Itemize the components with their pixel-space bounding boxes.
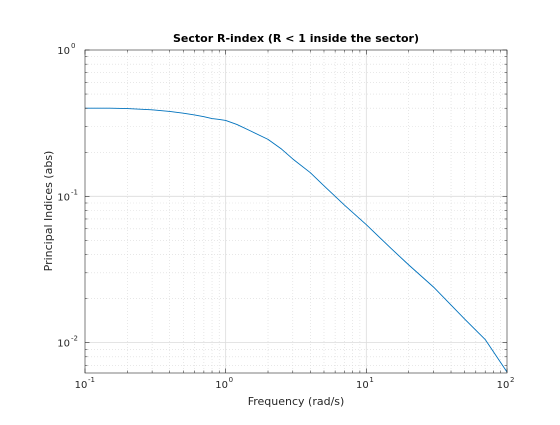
y-tick-label-exponent: 0 xyxy=(71,42,75,50)
y-tick-label-exponent: -2 xyxy=(71,335,78,343)
x-tick-label: 10 xyxy=(215,380,228,391)
x-axis-label: Frequency (rad/s) xyxy=(248,395,345,408)
y-tick-label: 10 xyxy=(57,339,70,350)
y-tick-label: 10 xyxy=(57,192,70,203)
x-tick-label: 10 xyxy=(356,380,369,391)
x-tick-label-exponent: 0 xyxy=(229,376,233,384)
series-line xyxy=(85,107,508,373)
series-layer xyxy=(85,107,508,373)
chart-title: Sector R-index (R < 1 inside the sector) xyxy=(173,32,419,45)
y-tick-label-exponent: -1 xyxy=(71,188,78,196)
x-tick-label-exponent: 1 xyxy=(369,376,373,384)
axes-box xyxy=(84,49,508,374)
y-tick-label: 10 xyxy=(57,46,70,57)
y-axis-label: Principal Indices (abs) xyxy=(42,151,55,272)
x-tick-label: 10 xyxy=(75,380,88,391)
ticks: 10 -1 10 0 10 1 10 210 -210 -110 0 xyxy=(57,42,514,391)
x-tick-label: 10 xyxy=(497,380,510,391)
x-tick-label-exponent: -1 xyxy=(88,376,95,384)
x-tick-label-exponent: 2 xyxy=(510,376,514,384)
grid xyxy=(85,50,507,373)
axes-background xyxy=(85,50,507,373)
